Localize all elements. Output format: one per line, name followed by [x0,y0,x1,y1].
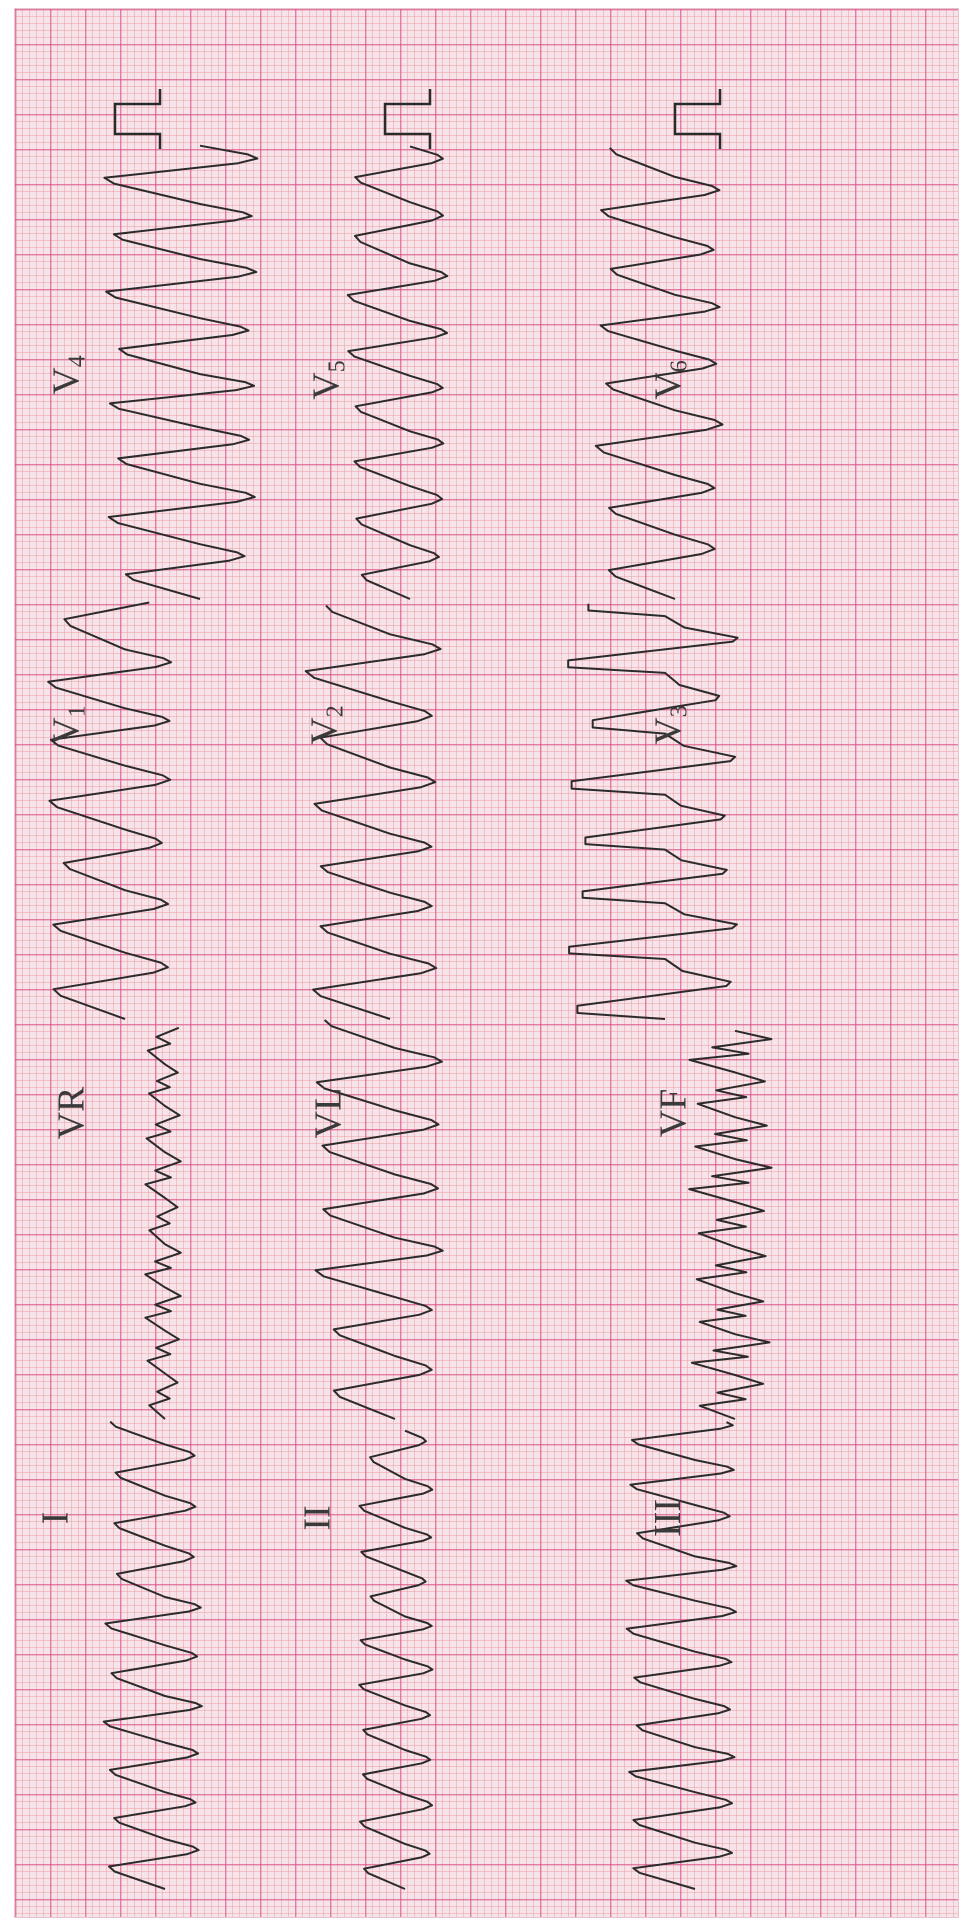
lead-label-V1: V1 [45,705,91,745]
ecg-trace-V4 [103,144,259,600]
ecg-paper: I VR V1 V4 II VL V2 V5 III VF V3 V6 [14,8,959,1918]
ecg-trace-VL [314,1019,444,1420]
calibration-pulse-1 [113,89,162,149]
lead-label-I: I [34,1511,77,1525]
calibration-pulse-3 [673,89,722,149]
lead-label-V4: V4 [45,355,91,395]
ecg-trace-V3 [567,603,739,1020]
ecg-trace-V1 [47,601,173,1020]
ecg-trace-V2 [304,604,442,1020]
ecg-trace-V5 [346,145,449,600]
lead-label-V2: V2 [303,705,349,745]
ecg-trace-VR [144,1026,182,1420]
lead-label-V3: V3 [647,705,693,745]
calibration-pulse-2 [383,89,432,149]
lead-label-VF: VF [652,1088,695,1138]
lead-label-VL: VL [307,1087,350,1139]
lead-label-V5: V5 [305,360,351,400]
lead-label-III: III [646,1499,689,1537]
ecg-trace-III [625,1421,738,1890]
ecg-trace-II [358,1429,434,1890]
ecg-trace-I [102,1420,203,1890]
lead-label-VR: VR [50,1086,93,1140]
ecg-trace-V6 [594,147,724,600]
ecg-traces [47,89,773,1890]
lead-label-II: II [296,1505,339,1531]
lead-label-V6: V6 [647,360,693,400]
ecg-trace-VF [688,1029,773,1420]
